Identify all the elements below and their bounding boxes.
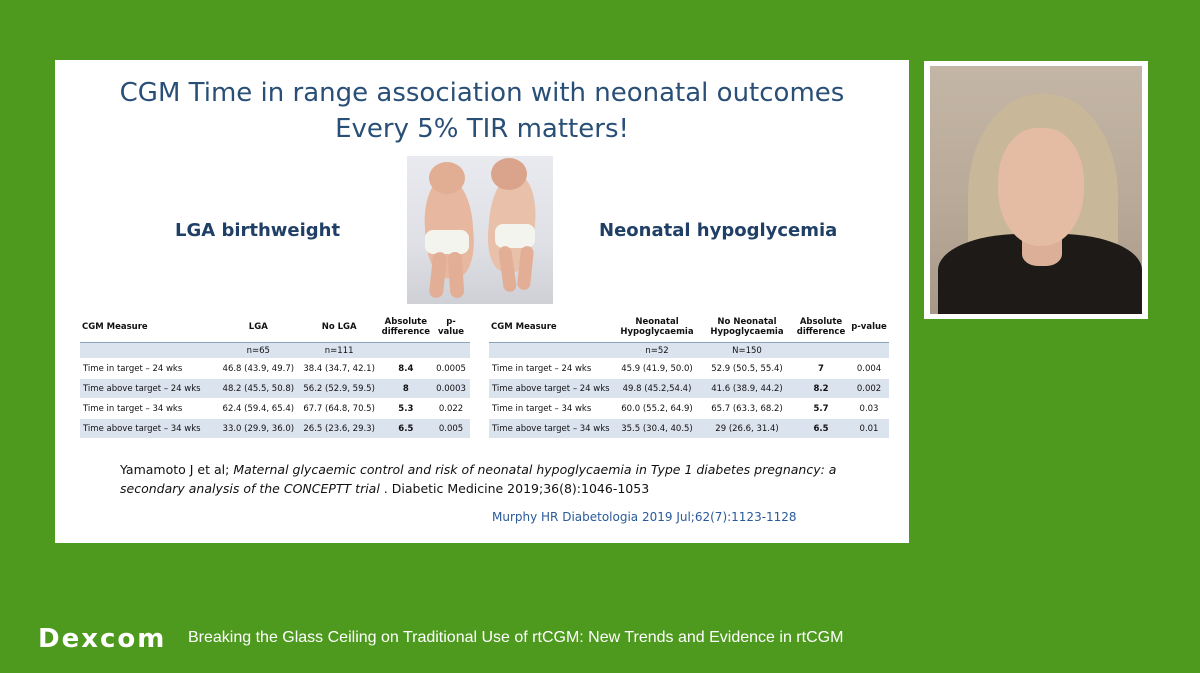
table-row: Time above target – 34 wks 33.0 (29.9, 3… [80, 418, 470, 439]
table-header: p-value [849, 312, 889, 343]
table-cell: 26.5 (23.6, 29.3) [298, 418, 380, 439]
table-row: Time in target – 24 wks 45.9 (41.9, 50.0… [489, 358, 889, 379]
lga-heading: LGA birthweight [175, 220, 341, 241]
table-cell: 6.5 [793, 418, 849, 439]
table-row: Time in target – 34 wks 60.0 (55.2, 64.9… [489, 398, 889, 419]
hypoglycemia-table: CGM Measure Neonatal Hypoglycaemia No Ne… [489, 312, 889, 439]
table-cell: n=65 [217, 342, 299, 359]
table-cell: 0.005 [432, 418, 470, 439]
table-cell: Time in target – 24 wks [80, 358, 218, 379]
table-header: p-value [432, 312, 470, 343]
table-cell: Time above target – 24 wks [80, 378, 218, 399]
speaker-video [930, 66, 1142, 314]
table-cell: 56.2 (52.9, 59.5) [298, 378, 380, 399]
table-cell: 46.8 (43.9, 49.7) [217, 358, 299, 379]
table-row: Time in target – 24 wks 46.8 (43.9, 49.7… [80, 358, 470, 379]
table-header: LGA [217, 312, 299, 343]
table-cell: n=111 [298, 342, 380, 359]
table-cell: Time above target – 34 wks [80, 418, 218, 439]
table-cell: 0.0005 [432, 358, 470, 379]
table-cell: 0.004 [849, 358, 889, 379]
table-header: CGM Measure [489, 312, 613, 343]
table-cell: 7 [793, 358, 849, 379]
table-cell: 65.7 (63.3, 68.2) [701, 398, 793, 419]
table-row: Time above target – 24 wks 49.8 (45.2,54… [489, 378, 889, 399]
table-cell: 0.022 [432, 398, 470, 419]
table-cell: 5.3 [379, 398, 433, 419]
table-cell [489, 342, 613, 359]
table-row: Time in target – 34 wks 62.4 (59.4, 65.4… [80, 398, 470, 419]
table-cell: 5.7 [793, 398, 849, 419]
table-cell: 49.8 (45.2,54.4) [613, 378, 701, 399]
table-header: No Neonatal Hypoglycaemia [701, 312, 793, 343]
slide-title-line1: CGM Time in range association with neona… [119, 78, 845, 108]
lga-table: CGM Measure LGA No LGA Absolute differen… [80, 312, 470, 439]
table-cell: 8.2 [793, 378, 849, 399]
table-row: n=52 N=150 [489, 342, 889, 359]
table-cell: 33.0 (29.9, 36.0) [217, 418, 299, 439]
table-cell: Time above target – 34 wks [489, 418, 613, 439]
table-cell: Time above target – 24 wks [489, 378, 613, 399]
table-cell: 38.4 (34.7, 42.1) [298, 358, 380, 379]
table-cell: 0.002 [849, 378, 889, 399]
table-header-row: CGM Measure LGA No LGA Absolute differen… [80, 312, 470, 343]
table-cell: 62.4 (59.4, 65.4) [217, 398, 299, 419]
table-cell: 8.4 [379, 358, 433, 379]
table-cell [432, 342, 470, 359]
table-cell [379, 342, 433, 359]
table-header: Neonatal Hypoglycaemia [613, 312, 701, 343]
table-cell [80, 342, 218, 359]
session-title: Breaking the Glass Ceiling on Traditiona… [188, 629, 844, 646]
hypoglycemia-heading: Neonatal hypoglycemia [599, 220, 838, 241]
table-row: Time above target – 24 wks 48.2 (45.5, 5… [80, 378, 470, 399]
table-cell: 48.2 (45.5, 50.8) [217, 378, 299, 399]
table-cell [849, 342, 889, 359]
reference-title: Maternal glycaemic control and risk of n… [120, 462, 837, 496]
table-cell: N=150 [701, 342, 793, 359]
table-cell: 52.9 (50.5, 55.4) [701, 358, 793, 379]
reference-murphy: Murphy HR Diabetologia 2019 Jul;62(7):11… [492, 510, 797, 524]
table-cell [793, 342, 849, 359]
table-cell: 6.5 [379, 418, 433, 439]
table-cell: n=52 [613, 342, 701, 359]
table-header-row: CGM Measure Neonatal Hypoglycaemia No Ne… [489, 312, 889, 343]
table-header: Absolute difference [793, 312, 849, 343]
table-cell: 45.9 (41.9, 50.0) [613, 358, 701, 379]
slide-title-line2: Every 5% TIR matters! [335, 114, 629, 144]
table-cell: 0.03 [849, 398, 889, 419]
table-row: n=65 n=111 [80, 342, 470, 359]
table-cell: Time in target – 34 wks [489, 398, 613, 419]
reference-yamamoto: Yamamoto J et al; Maternal glycaemic con… [120, 460, 850, 498]
table-cell: Time in target – 24 wks [489, 358, 613, 379]
table-cell: 35.5 (30.4, 40.5) [613, 418, 701, 439]
table-cell: Time in target – 34 wks [80, 398, 218, 419]
table-cell: 29 (26.6, 31.4) [701, 418, 793, 439]
table-header: CGM Measure [80, 312, 218, 343]
table-cell: 0.0003 [432, 378, 470, 399]
table-cell: 0.01 [849, 418, 889, 439]
speaker-webcam [924, 61, 1148, 319]
newborns-photo [407, 156, 553, 304]
table-cell: 60.0 (55.2, 64.9) [613, 398, 701, 419]
table-header: Absolute difference [379, 312, 433, 343]
reference-authors: Yamamoto J et al; [120, 462, 234, 477]
table-cell: 8 [379, 378, 433, 399]
dexcom-logo: Dexcom [38, 624, 167, 654]
table-cell: 41.6 (38.9, 44.2) [701, 378, 793, 399]
table-header: No LGA [298, 312, 380, 343]
presentation-slide: CGM Time in range association with neona… [55, 60, 909, 543]
reference-journal: . Diabetic Medicine 2019;36(8):1046-1053 [379, 481, 650, 496]
table-row: Time above target – 34 wks 35.5 (30.4, 4… [489, 418, 889, 439]
table-cell: 67.7 (64.8, 70.5) [298, 398, 380, 419]
